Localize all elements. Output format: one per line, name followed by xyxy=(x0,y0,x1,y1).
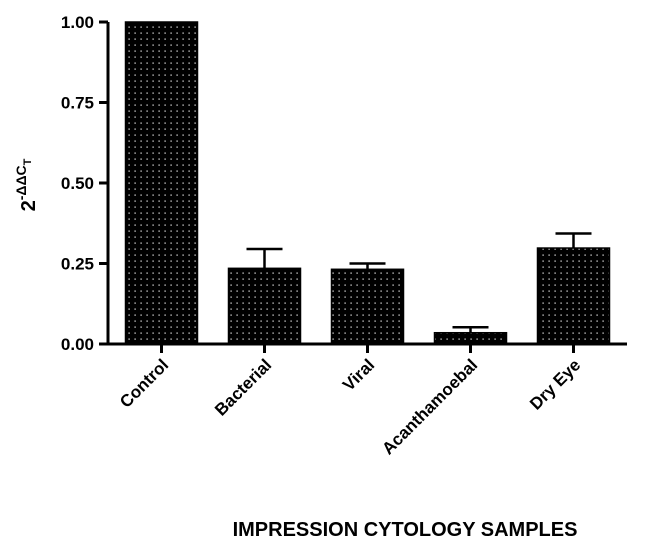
y-tick-label: 0.75 xyxy=(61,94,94,113)
y-axis-title: 2-ΔΔCT xyxy=(13,158,40,211)
x-category-label: Viral xyxy=(339,355,378,394)
bar-acanthamoebal xyxy=(433,331,508,345)
x-category-label: Control xyxy=(116,355,172,411)
x-axis-title: IMPRESSION CYTOLOGY SAMPLES xyxy=(233,519,578,541)
bar-dry-eye xyxy=(536,247,611,345)
y-tick-label: 0.00 xyxy=(61,335,94,354)
bar-viral xyxy=(330,268,405,345)
y-tick-label: 0.25 xyxy=(61,255,94,274)
y-tick-label: 1.00 xyxy=(61,13,94,32)
bar-bacterial xyxy=(227,267,302,345)
y-axis-title-exponent: -ΔΔC xyxy=(13,165,29,200)
y-axis-title-subscript: T xyxy=(22,158,34,165)
x-category-label: Dry Eye xyxy=(526,355,584,413)
x-category-label: Acanthamoebal xyxy=(378,355,481,458)
y-tick-label: 0.50 xyxy=(61,174,94,193)
y-axis-title-base: 2 xyxy=(18,200,40,211)
x-category-label: Bacterial xyxy=(211,355,275,419)
bar-control xyxy=(124,21,199,345)
